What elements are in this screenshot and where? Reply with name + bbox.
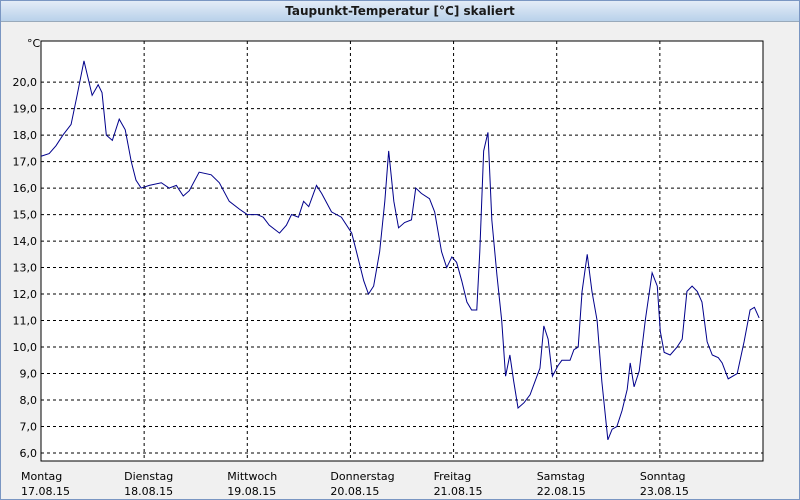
x-tick-label: Donnerstag	[330, 470, 394, 483]
x-tick-sublabel: 19.08.15	[227, 485, 276, 498]
y-tick-label: 12,0	[13, 288, 38, 301]
title-bar: Taupunkt-Temperatur [°C] skaliert	[1, 1, 799, 22]
x-tick-sublabel: 23.08.15	[640, 485, 689, 498]
y-tick-label: 13,0	[13, 262, 38, 275]
x-tick-sublabel: 18.08.15	[124, 485, 173, 498]
x-tick-sublabel: 20.08.15	[330, 485, 379, 498]
x-tick-sublabel: 21.08.15	[434, 485, 483, 498]
y-tick-label: 19,0	[13, 103, 38, 116]
y-tick-label: 6,0	[20, 447, 38, 460]
y-tick-label: 15,0	[13, 209, 38, 222]
x-tick-label: Sonntag	[640, 470, 686, 483]
x-tick-label: Freitag	[434, 470, 472, 483]
y-tick-label: 20,0	[13, 76, 38, 89]
y-tick-label: 10,0	[13, 341, 38, 354]
y-tick-label: 7,0	[20, 421, 38, 434]
x-tick-sublabel: 17.08.15	[21, 485, 70, 498]
y-axis-label: °C	[27, 37, 41, 50]
plot-area	[40, 40, 764, 462]
x-tick-label: Mittwoch	[227, 470, 277, 483]
y-tick-label: 9,0	[20, 368, 38, 381]
y-tick-label: 17,0	[13, 156, 38, 169]
y-tick-label: 11,0	[13, 315, 38, 328]
y-tick-label: 14,0	[13, 235, 38, 248]
data-line	[40, 60, 760, 440]
y-tick-label: 16,0	[13, 182, 38, 195]
x-tick-label: Montag	[21, 470, 62, 483]
x-tick-label: Dienstag	[124, 470, 173, 483]
x-tick-sublabel: 22.08.15	[537, 485, 586, 498]
y-tick-label: 18,0	[13, 129, 38, 142]
x-tick-label: Samstag	[537, 470, 585, 483]
y-tick-label: 8,0	[20, 394, 38, 407]
chart: °C 6,0 7,0 8,0 9,0 10,0 11,0 12,0 13,0 14,0 15,0 1…	[13, 37, 764, 498]
